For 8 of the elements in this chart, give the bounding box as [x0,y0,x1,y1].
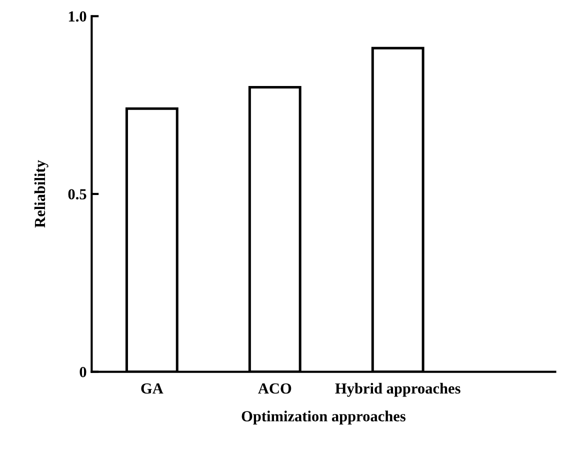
x-axis-title: Optimization approaches [242,410,406,425]
y-tick-label: 1.0 [68,11,86,22]
y-axis-title: Reliability [34,160,48,228]
x-tick-label: ACO [258,383,292,394]
x-tick-label: GA [141,383,164,394]
y-tick-label: 0 [80,366,86,378]
x-tick-label: Hybrid approaches [335,382,460,397]
y-tick-label: 0.5 [68,189,86,200]
